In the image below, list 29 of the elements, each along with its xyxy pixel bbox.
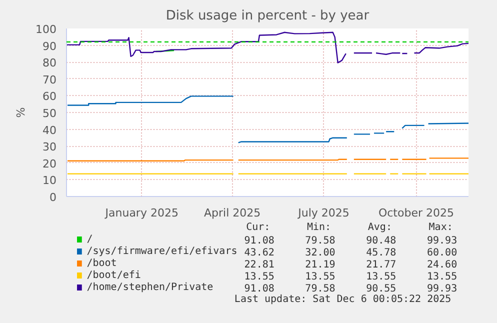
y-tick-label: 30: [42, 140, 57, 154]
y-tick-label: 100: [36, 23, 57, 36]
x-tick-label: April 2025: [204, 206, 261, 220]
chart-title: Disk usage in percent - by year: [166, 8, 370, 24]
text: Last update: Sat Dec 6 00:05:22 2025: [234, 294, 452, 305]
text: 91.08 79.58 90.48 99.93: [244, 236, 458, 246]
y-tick-label: 20: [42, 157, 57, 170]
y-tick-label: 90: [42, 40, 57, 53]
text: 91.08 79.58 90.55 99.93: [244, 284, 458, 294]
x-tick-label: October 2025: [378, 206, 454, 220]
legend-label: /: [86, 234, 93, 245]
y-tick-label: 40: [42, 124, 57, 137]
y-tick-label: 60: [42, 90, 57, 104]
text: 43.62 32.00 45.78 60.00: [244, 248, 458, 258]
legend-label: /home/stephen/Private: [86, 282, 214, 293]
x-tick-label: July 2025: [297, 206, 350, 220]
y-axis-title: %: [14, 107, 28, 118]
y-tick-label: 0: [50, 191, 56, 204]
legend-label: /boot/efi: [86, 270, 141, 281]
y-tick-label: 50: [42, 107, 57, 120]
y-tick-label: 10: [42, 174, 57, 188]
legend-label: /boot: [86, 258, 117, 269]
text: Cur: Min: Avg: Max:: [246, 222, 453, 233]
text: 13.55 13.55 13.55 13.55: [244, 272, 458, 282]
x-tick-label: January 2025: [104, 206, 178, 220]
y-tick-label: 80: [42, 56, 57, 70]
y-tick-label: 70: [42, 73, 57, 86]
legend-label: /sys/firmware/efi/efivars: [86, 246, 238, 257]
text: 22.81 21.19 21.77 24.60: [244, 260, 458, 270]
